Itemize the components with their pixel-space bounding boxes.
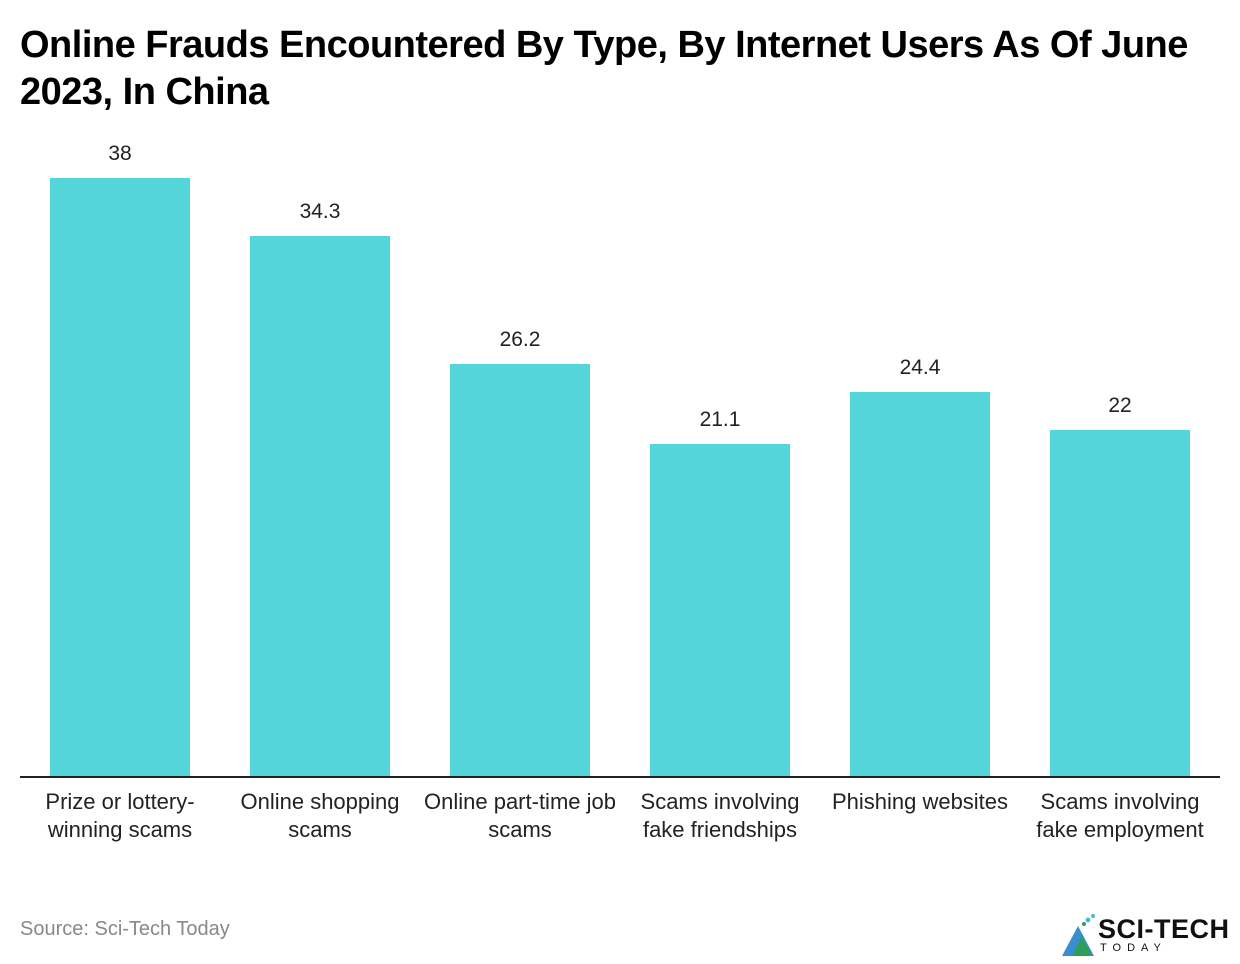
bar (450, 364, 590, 777)
bar-value-label: 34.3 (299, 200, 341, 223)
bar-value-label: 24.4 (899, 356, 941, 379)
brand-logo: SCI-TECH TODAY (1060, 910, 1235, 960)
x-axis-line (20, 776, 1220, 778)
source-note: Source: Sci-Tech Today (20, 918, 230, 940)
bar (850, 392, 990, 777)
x-tick-label: Prize or lottery-winning scams (45, 789, 195, 842)
bar-value-label: 26.2 (499, 328, 541, 351)
bar (50, 178, 190, 777)
x-tick-label: Scams involving fake employment (1036, 789, 1204, 842)
x-tick-label: Scams involving fake friendships (640, 789, 800, 842)
x-tick-label: Phishing websites (831, 789, 1009, 814)
bar (250, 236, 390, 777)
bar (1050, 430, 1190, 777)
x-tick-label: Online shopping scams (240, 789, 400, 842)
logo-subtext: TODAY (1100, 942, 1167, 954)
bar-value-label: 22 (1108, 394, 1132, 417)
x-tick-label: Online part-time job scams (424, 789, 616, 842)
bar (650, 444, 790, 777)
bar-value-label: 38 (108, 142, 132, 165)
bar-value-label: 21.1 (699, 408, 741, 431)
logo-text: SCI-TECH (1098, 914, 1230, 944)
chart-title: Online Frauds Encountered By Type, By In… (20, 24, 1188, 113)
logo-mark-icon (1062, 914, 1095, 956)
